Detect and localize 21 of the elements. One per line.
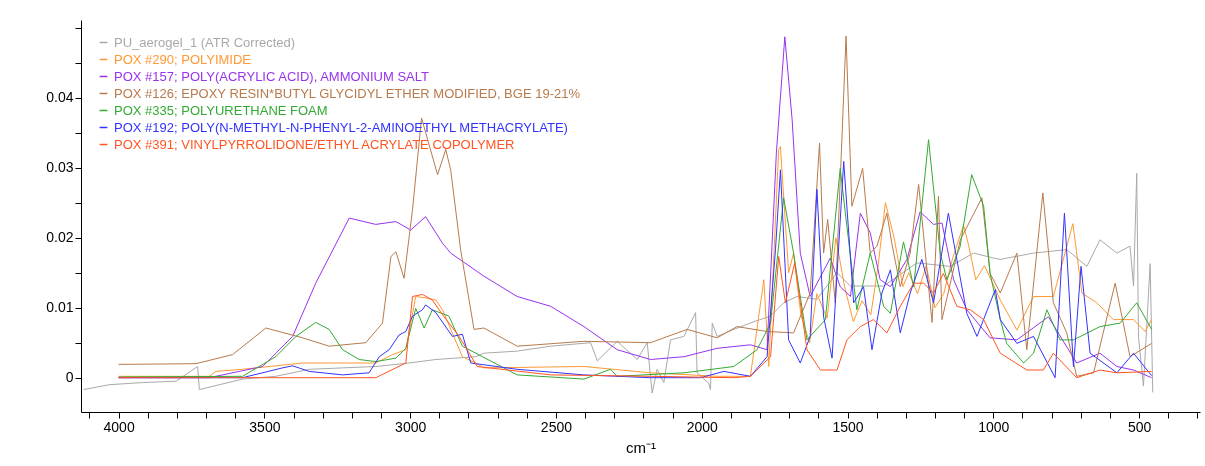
x-tick-label: 1000 — [978, 418, 1010, 435]
legend-label: POX #157; POLY(ACRYLIC ACID), AMMONIUM SALT — [114, 68, 430, 84]
x-tick-label: 2500 — [540, 418, 573, 435]
legend-label: POX #290; POLYIMIDE — [114, 51, 252, 67]
legend-label: POX #126; EPOXY RESIN*BUTYL GLYCIDYL ETHER MODIFIED, BGE 19-21% — [114, 85, 581, 101]
y-tick-label: 0 — [65, 369, 74, 386]
legend-label: POX #391; VINYLPYRROLIDONE/ETHYL ACRYLATE COPOLYMER — [114, 136, 515, 152]
x-tick-label: 2000 — [686, 418, 719, 435]
y-tick-label: 0.03 — [46, 159, 74, 176]
x-tick-label: 500 — [1127, 418, 1152, 435]
x-tick-label: 3500 — [249, 418, 281, 435]
legend-label: PU_aerogel_1 (ATR Corrected) — [114, 34, 296, 50]
x-tick-label: 1500 — [832, 418, 864, 435]
line-series — [118, 256, 1153, 379]
y-tick-label: 0.04 — [46, 89, 74, 106]
x-tick-label: 4000 — [103, 418, 135, 435]
y-tick-label: 0.02 — [46, 229, 74, 246]
y-tick-label: 0.01 — [46, 299, 74, 316]
x-tick-label: 3000 — [395, 418, 427, 435]
legend-label: POX #335; POLYURETHANE FOAM — [114, 102, 328, 118]
x-axis-title: cm⁻¹ — [626, 438, 656, 456]
